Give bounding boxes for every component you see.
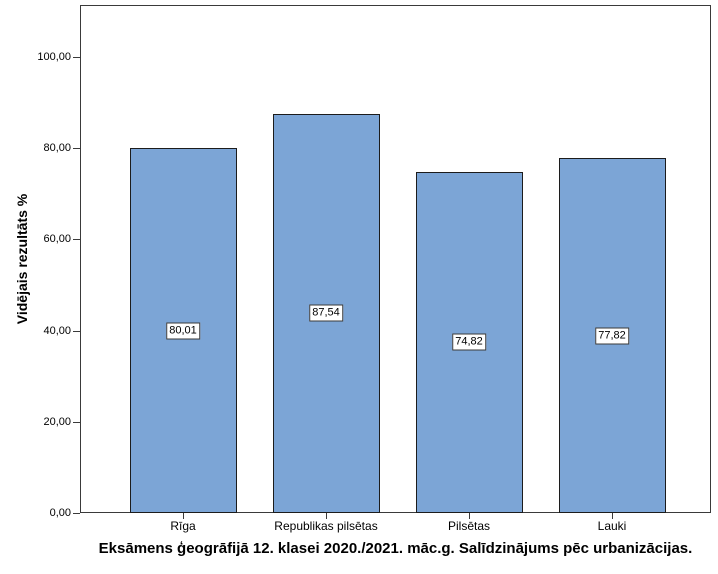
y-tick-label: 100,00: [37, 51, 71, 63]
y-axis-title: Vidējais rezultāts %: [14, 193, 30, 325]
x-category-label: Republikas pilsētas: [274, 519, 378, 533]
y-tick-label: 80,00: [43, 142, 71, 155]
x-category-label: Pilsētas: [447, 519, 491, 533]
y-tick-label: 0,00: [49, 507, 71, 519]
bar: [272, 113, 380, 513]
bar-value-label: 77,82: [595, 327, 629, 345]
bar-value-label: 80,01: [166, 322, 200, 340]
y-tick-label: 20,00: [43, 415, 71, 428]
x-tick: [183, 513, 184, 519]
chart-title: Eksāmens ģeogrāfijā 12. klasei 2020./202…: [98, 540, 693, 557]
x-tick: [469, 513, 470, 519]
x-category-label: Lauki: [597, 519, 627, 533]
bar-value-label: 74,82: [452, 333, 486, 351]
bar-value-label: 87,54: [309, 304, 343, 322]
x-tick: [612, 513, 613, 519]
y-tick: [73, 239, 80, 241]
y-tick: [73, 148, 80, 150]
y-tick-label: 40,00: [43, 324, 71, 337]
x-tick: [326, 513, 327, 519]
y-tick: [73, 421, 80, 423]
y-tick-label: 60,00: [43, 233, 71, 246]
x-category-label: Rīga: [170, 519, 196, 533]
y-tick: [73, 513, 80, 514]
y-tick: [73, 330, 80, 332]
y-tick: [73, 57, 80, 58]
